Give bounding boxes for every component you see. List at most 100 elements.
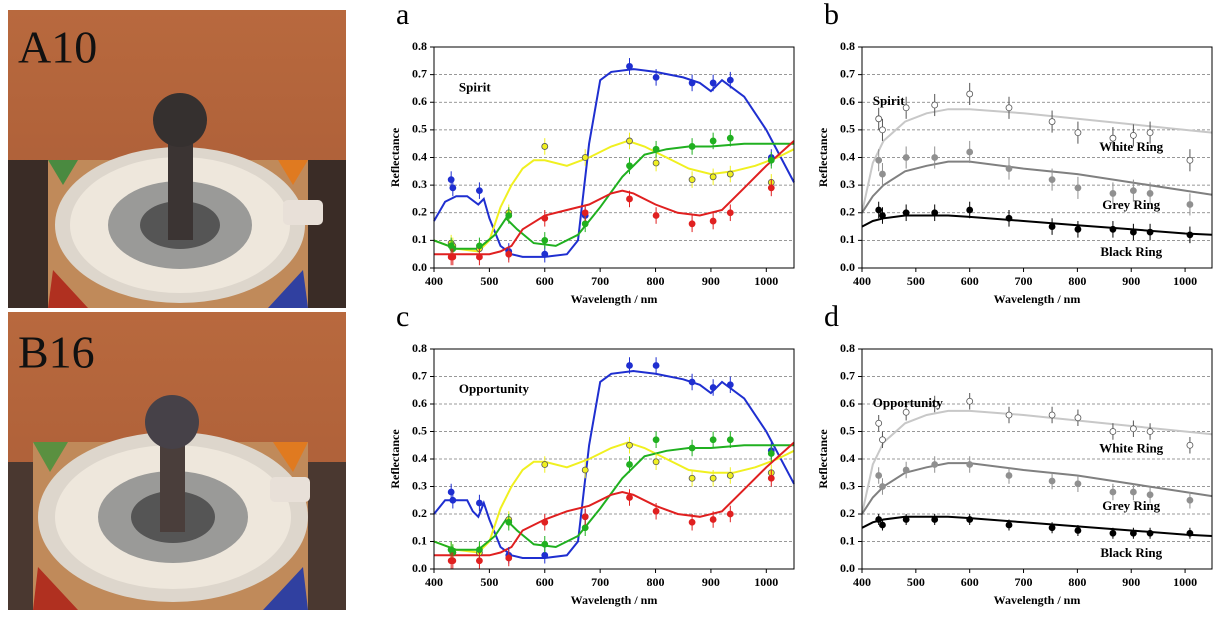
y-tick-label: 0.0 xyxy=(412,561,427,575)
data-point xyxy=(1146,428,1154,435)
panel-label: b xyxy=(824,0,839,31)
data-point xyxy=(626,441,633,449)
data-point xyxy=(1129,131,1137,139)
x-tick-label: 600 xyxy=(536,274,554,288)
data-point xyxy=(1109,488,1117,496)
data-point xyxy=(1074,527,1082,534)
data-point xyxy=(709,516,717,523)
data-point xyxy=(966,148,974,156)
series-label: White Ring xyxy=(1099,440,1163,455)
curve xyxy=(433,139,795,253)
data-point xyxy=(875,115,883,123)
data-point xyxy=(1074,414,1082,422)
data-point xyxy=(505,212,513,219)
data-point xyxy=(626,362,633,369)
data-point xyxy=(476,499,483,507)
data-point xyxy=(1109,225,1117,233)
x-tick-label: 900 xyxy=(702,575,720,589)
data-point xyxy=(476,546,483,554)
data-point xyxy=(726,170,734,178)
data-point xyxy=(1186,201,1194,208)
photo-label: A10 xyxy=(18,22,97,73)
data-point xyxy=(541,518,549,526)
data-point xyxy=(902,408,910,416)
data-point xyxy=(449,184,457,192)
x-tick-label: 400 xyxy=(853,274,871,288)
data-point xyxy=(476,253,483,261)
data-point xyxy=(1074,129,1082,137)
data-point xyxy=(476,187,483,195)
plot-area: White Ring Grey Ring Black Ring xyxy=(861,393,1213,560)
y-tick-label: 0.6 xyxy=(412,396,427,410)
x-tick-label: 1000 xyxy=(754,274,778,288)
data-point xyxy=(688,518,696,526)
y-tick-label: 0.4 xyxy=(840,149,855,163)
data-point xyxy=(875,156,883,164)
curve xyxy=(433,441,795,554)
data-point xyxy=(1129,425,1137,433)
data-point xyxy=(626,494,633,501)
data-point xyxy=(581,220,589,228)
series-label: Black Ring xyxy=(1100,545,1162,560)
y-tick-label: 0.0 xyxy=(412,260,427,274)
data-point xyxy=(1005,214,1013,222)
data-point xyxy=(709,217,717,225)
y-tick-label: 0.0 xyxy=(840,260,855,274)
data-point xyxy=(726,209,734,217)
data-point xyxy=(767,184,775,192)
data-point xyxy=(652,145,660,153)
x-tick-label: 800 xyxy=(647,274,665,288)
y-tick-label: 0.2 xyxy=(412,205,427,219)
data-point xyxy=(966,90,974,98)
y-tick-label: 0.4 xyxy=(412,451,427,465)
data-point xyxy=(726,472,734,479)
data-point xyxy=(652,362,660,369)
data-point xyxy=(875,516,883,523)
curve xyxy=(433,142,794,250)
data-point xyxy=(652,436,660,444)
y-axis-label: Reflectance xyxy=(388,429,402,489)
data-point xyxy=(1146,190,1154,197)
series-label: White Ring xyxy=(1099,139,1163,154)
data-point xyxy=(541,214,549,222)
data-point xyxy=(902,466,910,474)
plot-frame xyxy=(861,348,1213,570)
y-axis-label: Reflectance xyxy=(816,127,830,187)
annotation: Opportunity xyxy=(873,395,944,410)
data-point xyxy=(1129,228,1137,236)
data-point xyxy=(709,79,717,87)
data-point xyxy=(1048,118,1056,125)
x-tick-label: 500 xyxy=(907,575,925,589)
data-point xyxy=(879,126,886,134)
data-point xyxy=(902,154,910,161)
x-tick-label: 700 xyxy=(591,274,609,288)
data-point xyxy=(1005,165,1013,172)
data-point xyxy=(966,516,974,523)
y-tick-label: 0.4 xyxy=(840,451,855,465)
data-point xyxy=(652,212,660,219)
data-point xyxy=(505,554,513,562)
annotation: Spirit xyxy=(873,93,905,108)
data-point xyxy=(652,507,660,515)
data-point xyxy=(626,461,633,468)
data-point xyxy=(1109,428,1117,435)
data-point xyxy=(449,557,457,565)
data-point xyxy=(875,206,883,214)
data-point xyxy=(688,143,696,150)
data-point xyxy=(688,444,696,452)
x-tick-label: 400 xyxy=(425,575,443,589)
y-tick-label: 0.7 xyxy=(840,66,855,80)
data-point xyxy=(931,400,939,408)
data-point xyxy=(505,250,513,258)
y-tick-label: 0.3 xyxy=(412,478,427,492)
data-point xyxy=(1146,228,1154,236)
data-point xyxy=(581,466,589,474)
data-point xyxy=(767,156,775,164)
x-tick-label: 800 xyxy=(1068,274,1086,288)
data-point xyxy=(931,101,939,109)
data-point xyxy=(541,250,549,258)
data-point xyxy=(879,483,886,490)
data-point xyxy=(1048,223,1056,230)
curve xyxy=(861,108,1213,214)
